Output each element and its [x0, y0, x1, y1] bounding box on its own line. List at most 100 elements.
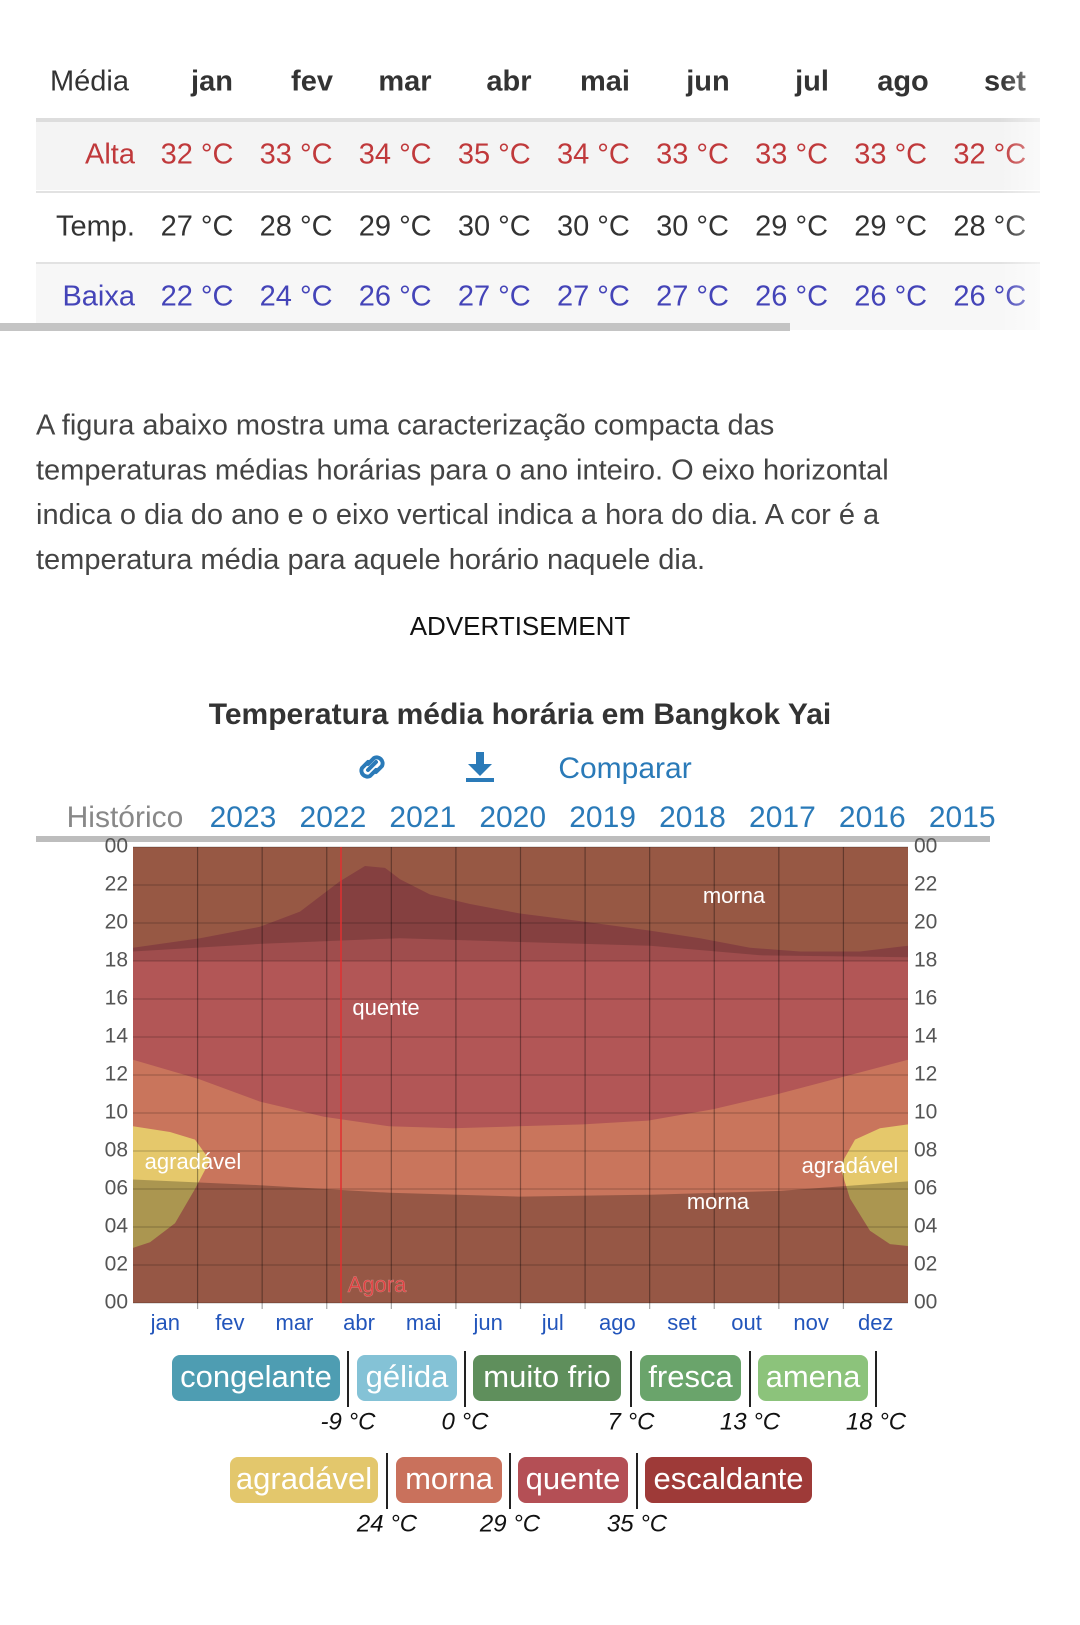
- advertisement: ADVERTISEMENT: [410, 611, 631, 641]
- hour-label: 10: [105, 1101, 128, 1124]
- cell-value: 33 °C: [656, 139, 729, 171]
- compare-link[interactable]: Comparar: [558, 752, 691, 785]
- cell-value: 28 °C: [260, 211, 333, 243]
- chart-title: Temperatura média horária em Bangkok Yai: [209, 698, 831, 731]
- night-shade: [133, 847, 908, 961]
- year-link[interactable]: 2016: [839, 801, 906, 834]
- description-line: temperaturas médias horárias para o ano …: [36, 454, 889, 486]
- region-label: morna: [687, 1189, 750, 1214]
- header-month: fev: [291, 66, 333, 98]
- description-line: indica o dia do ano e o eixo vertical in…: [36, 499, 880, 531]
- year-link[interactable]: 2022: [300, 801, 367, 834]
- hour-label: 04: [914, 1215, 938, 1238]
- cell-value: 26 °C: [755, 281, 828, 313]
- legend-swatch: [230, 1457, 378, 1503]
- hour-label: 14: [914, 1025, 938, 1048]
- year-link[interactable]: 2021: [389, 801, 456, 834]
- row-label: Temp.: [56, 211, 135, 243]
- hour-label: 18: [105, 949, 128, 972]
- cell-value: 30 °C: [656, 211, 729, 243]
- hour-label: 10: [914, 1101, 937, 1124]
- hour-label: 04: [105, 1215, 129, 1238]
- legend-label: gélida: [366, 1359, 449, 1394]
- cell-value: 29 °C: [854, 211, 927, 243]
- hour-label: 00: [105, 835, 128, 858]
- download-icon[interactable]: [466, 752, 494, 782]
- row-label: Baixa: [62, 281, 135, 313]
- legend-label: muito frio: [483, 1359, 610, 1394]
- hour-label: 00: [914, 835, 937, 858]
- month-label: nov: [793, 1310, 828, 1335]
- legend-threshold: 24 °C: [356, 1510, 418, 1537]
- row-label: Alta: [85, 139, 136, 171]
- now-label: Agora: [348, 1272, 407, 1297]
- header-month: jul: [794, 66, 829, 98]
- month-label: abr: [343, 1310, 375, 1335]
- month-label: mar: [276, 1310, 314, 1335]
- scrollbar: [0, 323, 790, 331]
- header-month: jun: [685, 66, 730, 98]
- hour-label: 12: [105, 1063, 128, 1086]
- cell-value: 30 °C: [458, 211, 531, 243]
- hour-label: 06: [105, 1177, 128, 1200]
- row-bg: [36, 122, 1040, 190]
- legend-label: agradável: [236, 1461, 372, 1496]
- legend-threshold: 29 °C: [479, 1510, 541, 1537]
- month-label: jan: [150, 1310, 180, 1335]
- link-icon[interactable]: [359, 755, 385, 779]
- cell-value: 27 °C: [656, 281, 729, 313]
- cell-value: 33 °C: [260, 139, 333, 171]
- hour-label: 22: [914, 873, 937, 896]
- legend-label: fresca: [648, 1359, 733, 1394]
- legend-swatch: [396, 1457, 502, 1503]
- hour-label: 06: [914, 1177, 937, 1200]
- legend-swatch: [357, 1355, 457, 1401]
- year-link[interactable]: 2019: [569, 801, 636, 834]
- region-label: agradável: [802, 1153, 899, 1178]
- cell-value: 24 °C: [260, 281, 333, 313]
- header-label: Média: [50, 66, 130, 98]
- hour-label: 02: [914, 1253, 937, 1276]
- legend-label: congelante: [180, 1359, 332, 1394]
- legend-swatch: [640, 1355, 741, 1401]
- row-rule: [36, 262, 1040, 264]
- cell-value: 32 °C: [161, 139, 234, 171]
- hour-label: 08: [105, 1139, 128, 1162]
- month-label: dez: [858, 1310, 893, 1335]
- hour-label: 00: [105, 1291, 128, 1314]
- cell-value: 29 °C: [755, 211, 828, 243]
- hour-label: 22: [105, 873, 128, 896]
- legend-label: escaldante: [654, 1461, 804, 1496]
- table-fade: [1000, 50, 1080, 335]
- region-label: agradável: [145, 1149, 242, 1174]
- year-link[interactable]: 2018: [659, 801, 726, 834]
- month-label: ago: [599, 1310, 636, 1335]
- legend-swatch: [645, 1457, 812, 1503]
- year-link[interactable]: 2020: [479, 801, 546, 834]
- year-link[interactable]: 2023: [210, 801, 277, 834]
- month-label: set: [667, 1310, 696, 1335]
- legend-swatch: [172, 1355, 340, 1401]
- legend-label: amena: [766, 1359, 862, 1394]
- cell-value: 29 °C: [359, 211, 432, 243]
- row-rule: [36, 191, 1040, 193]
- legend-threshold: 0 °C: [442, 1408, 490, 1435]
- hour-label: 16: [105, 987, 128, 1010]
- hour-label: 18: [914, 949, 937, 972]
- year-link[interactable]: 2017: [749, 801, 816, 834]
- region-label: quente: [352, 995, 419, 1020]
- hour-label: 14: [105, 1025, 129, 1048]
- hour-label: 20: [914, 911, 937, 934]
- legend-threshold: -9 °C: [321, 1408, 377, 1435]
- year-link[interactable]: 2015: [929, 801, 996, 834]
- header-month: abr: [486, 66, 531, 98]
- legend-swatch: [473, 1355, 621, 1401]
- header-month: ago: [877, 66, 929, 98]
- hour-label: 16: [914, 987, 937, 1010]
- legend-threshold: 13 °C: [720, 1408, 781, 1435]
- header-month: mai: [580, 66, 630, 98]
- region-label: morna: [703, 883, 766, 908]
- cell-value: 27 °C: [557, 281, 630, 313]
